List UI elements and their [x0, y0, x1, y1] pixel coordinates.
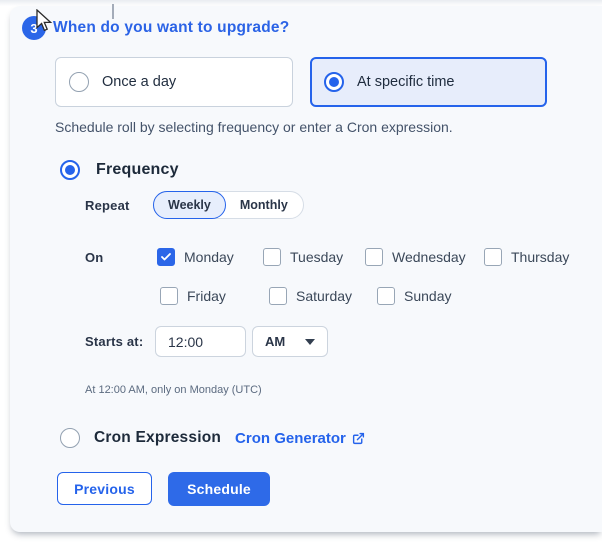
cron-expression-option: Cron Expression Cron Generator: [60, 428, 602, 448]
cron-radio-icon[interactable]: [60, 428, 80, 448]
radio-selected-icon[interactable]: [324, 72, 344, 92]
day-label: Wednesday: [392, 249, 466, 265]
repeat-toggle-group: Weekly Monthly: [153, 191, 304, 219]
day-label: Friday: [187, 288, 226, 304]
checkbox-icon[interactable]: [263, 248, 281, 266]
checkbox-icon[interactable]: [377, 287, 395, 305]
starts-at-row: Starts at: AM: [85, 326, 602, 357]
frequency-label: Frequency: [96, 161, 179, 178]
repeat-label: Repeat: [85, 197, 130, 213]
option-at-specific-time[interactable]: At specific time: [310, 57, 547, 107]
checkmark-icon: [161, 253, 171, 261]
option-label: Once a day: [102, 74, 177, 90]
schedule-option-cards: Once a day At specific time: [55, 57, 602, 107]
repeat-row: Repeat Weekly Monthly: [85, 191, 602, 219]
day-label: Thursday: [511, 249, 570, 265]
checkbox-monday[interactable]: Monday: [157, 248, 263, 266]
schedule-button[interactable]: Schedule: [168, 472, 270, 506]
checkbox-saturday[interactable]: Saturday: [269, 287, 377, 305]
checkbox-icon[interactable]: [484, 248, 502, 266]
checkbox-wednesday[interactable]: Wednesday: [365, 248, 484, 266]
repeat-weekly-button[interactable]: Weekly: [153, 191, 226, 219]
chevron-down-icon: [305, 338, 315, 345]
frequency-radio-icon[interactable]: [60, 160, 80, 180]
meridiem-value: AM: [265, 334, 286, 349]
step-header: 3 When do you want to upgrade?: [22, 6, 602, 40]
checkbox-icon[interactable]: [365, 248, 383, 266]
on-label: On: [85, 249, 104, 265]
external-link-icon: [352, 432, 364, 444]
meridiem-select[interactable]: AM: [252, 326, 328, 357]
radio-unselected-icon[interactable]: [69, 72, 89, 92]
checkbox-thursday[interactable]: Thursday: [484, 248, 569, 266]
checkbox-icon[interactable]: [160, 287, 178, 305]
footer-buttons: Previous Schedule: [57, 472, 602, 506]
time-input[interactable]: [155, 326, 246, 357]
checkbox-sunday[interactable]: Sunday: [377, 287, 451, 305]
days-row-1: On Monday Tuesday Wednesday Thursday: [85, 248, 602, 266]
previous-button[interactable]: Previous: [57, 472, 152, 505]
cron-generator-link[interactable]: Cron Generator: [235, 430, 365, 447]
frequency-option[interactable]: Frequency: [60, 160, 602, 180]
text-caret: [112, 4, 114, 19]
page-title: When do you want to upgrade?: [53, 19, 290, 36]
checkbox-friday[interactable]: Friday: [160, 287, 269, 305]
day-label: Sunday: [404, 288, 452, 304]
top-shadow: [0, 0, 602, 6]
option-once-a-day[interactable]: Once a day: [55, 57, 293, 107]
checkbox-checked-icon[interactable]: [157, 248, 175, 266]
cron-generator-label: Cron Generator: [235, 429, 346, 447]
mouse-pointer-icon: [36, 9, 53, 32]
day-label: Monday: [184, 249, 234, 265]
schedule-description: Schedule roll by selecting frequency or …: [55, 119, 453, 135]
checkbox-icon[interactable]: [269, 287, 287, 305]
days-row-2: Friday Saturday Sunday: [160, 287, 602, 305]
repeat-monthly-button[interactable]: Monthly: [225, 192, 303, 218]
checkbox-tuesday[interactable]: Tuesday: [263, 248, 365, 266]
option-label: At specific time: [357, 74, 455, 90]
cron-expression-label: Cron Expression: [94, 429, 222, 446]
schedule-summary: At 12:00 AM, only on Monday (UTC): [85, 384, 262, 396]
day-label: Saturday: [296, 288, 353, 304]
starts-at-label: Starts at:: [85, 334, 144, 349]
schedule-step-panel: 3 When do you want to upgrade? Once a da…: [10, 6, 602, 532]
day-label: Tuesday: [290, 249, 344, 265]
